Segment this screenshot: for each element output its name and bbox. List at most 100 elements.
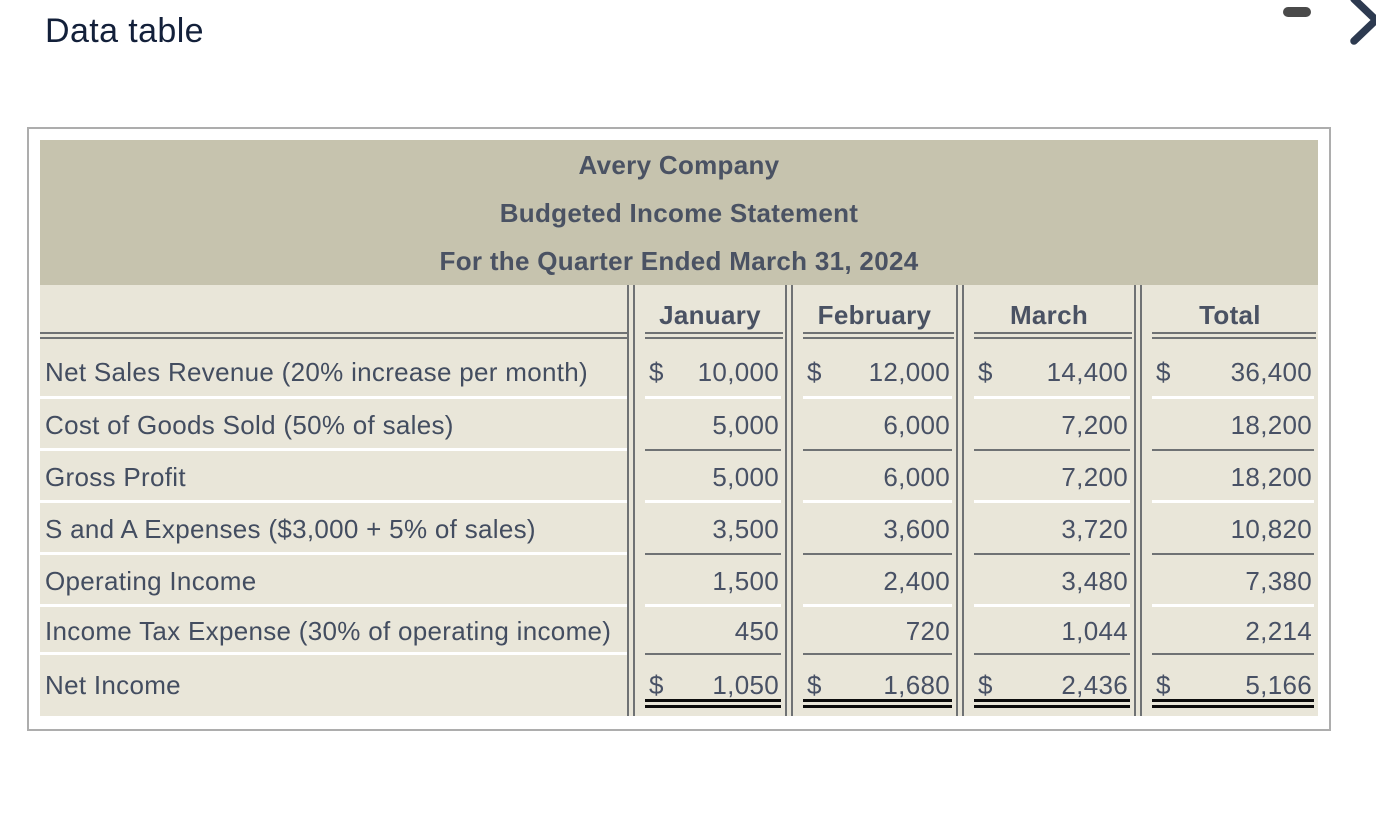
column-separator	[627, 451, 635, 503]
column-separator	[1134, 399, 1142, 451]
column-header-january: January	[635, 285, 785, 345]
data-table-panel: Avery Company Budgeted Income Statement …	[27, 127, 1331, 731]
column-separator	[785, 607, 793, 655]
value-cell-total-cost-of-goods-sold-50-of-sales: 18,200	[1142, 399, 1318, 451]
row-label-gross-profit: Gross Profit	[40, 451, 627, 503]
value-amount: 3,720	[1061, 513, 1128, 544]
row-label-operating-income: Operating Income	[40, 555, 627, 607]
value-cell-january-net-sales-revenue-20-increase-per-month: $10,000	[635, 345, 785, 399]
currency-symbol: $	[807, 670, 822, 700]
column-header-march: March	[964, 285, 1134, 345]
value-amount: 6,000	[883, 461, 950, 492]
value-amount: 1,050	[712, 670, 779, 700]
value-cell-february-operating-income: 2,400	[793, 555, 956, 607]
currency-symbol: $	[807, 356, 822, 387]
row-label-text: Cost of Goods Sold (50% of sales)	[45, 409, 454, 440]
value-cell-january-s-and-a-expenses-3-000-5-of-sales: 3,500	[635, 503, 785, 555]
column-separator	[1134, 503, 1142, 555]
value-cell-march-gross-profit: 7,200	[964, 451, 1134, 503]
row-label-text: Operating Income	[45, 565, 257, 596]
column-separator	[627, 555, 635, 607]
page-title: Data table	[45, 12, 204, 50]
value-amount: 10,820	[1230, 513, 1312, 544]
column-separator	[627, 503, 635, 555]
column-separator	[627, 285, 635, 345]
value-cell-total-gross-profit: 18,200	[1142, 451, 1318, 503]
column-separator	[627, 345, 635, 399]
column-separator	[1134, 555, 1142, 607]
currency-symbol: $	[1156, 356, 1171, 387]
value-amount: 3,500	[712, 513, 779, 544]
value-amount: 36,400	[1230, 356, 1312, 387]
value-amount: 7,200	[1061, 409, 1128, 440]
value-cell-march-s-and-a-expenses-3-000-5-of-sales: 3,720	[964, 503, 1134, 555]
currency-symbol: $	[1156, 670, 1171, 700]
value-cell-march-cost-of-goods-sold-50-of-sales: 7,200	[964, 399, 1134, 451]
value-amount: 2,436	[1061, 670, 1128, 700]
value-cell-january-operating-income: 1,500	[635, 555, 785, 607]
column-separator	[785, 503, 793, 555]
column-separator	[1134, 285, 1142, 345]
column-header-blank	[40, 285, 627, 345]
value-cell-february-net-income: $1,680	[793, 655, 956, 716]
row-label-text: S and A Expenses ($3,000 + 5% of sales)	[45, 513, 536, 544]
value-amount: 6,000	[883, 409, 950, 440]
value-amount: 5,000	[712, 409, 779, 440]
column-header-total: Total	[1142, 285, 1318, 345]
column-separator	[956, 285, 964, 345]
statement-period: For the Quarter Ended March 31, 2024	[439, 245, 919, 276]
column-separator	[956, 503, 964, 555]
column-separator	[785, 555, 793, 607]
currency-symbol: $	[649, 670, 664, 700]
column-separator	[1134, 655, 1142, 716]
minimize-icon[interactable]	[1283, 7, 1311, 17]
value-cell-january-net-income: $1,050	[635, 655, 785, 716]
value-amount: 2,214	[1245, 615, 1312, 646]
column-separator	[956, 451, 964, 503]
column-separator	[785, 345, 793, 399]
value-amount: 450	[734, 615, 779, 646]
value-amount: 18,200	[1230, 409, 1312, 440]
column-separator	[1134, 345, 1142, 399]
value-cell-january-income-tax-expense-30-of-operating-income: 450	[635, 607, 785, 655]
value-amount: 10,000	[697, 356, 779, 387]
value-cell-february-income-tax-expense-30-of-operating-income: 720	[793, 607, 956, 655]
value-cell-february-cost-of-goods-sold-50-of-sales: 6,000	[793, 399, 956, 451]
close-icon[interactable]	[1350, 0, 1376, 48]
value-cell-total-net-sales-revenue-20-increase-per-month: $36,400	[1142, 345, 1318, 399]
value-amount: 2,400	[883, 565, 950, 596]
value-cell-january-cost-of-goods-sold-50-of-sales: 5,000	[635, 399, 785, 451]
value-amount: 7,380	[1245, 565, 1312, 596]
row-label-cost-of-goods-sold-50-of-sales: Cost of Goods Sold (50% of sales)	[40, 399, 627, 451]
income-statement-table: Avery Company Budgeted Income Statement …	[40, 140, 1319, 716]
column-separator	[956, 655, 964, 716]
currency-symbol: $	[978, 670, 993, 700]
row-label-net-income: Net Income	[40, 655, 627, 716]
value-amount: 12,000	[868, 356, 950, 387]
value-cell-march-operating-income: 3,480	[964, 555, 1134, 607]
row-label-net-sales-revenue-20-increase-per-month: Net Sales Revenue (20% increase per mont…	[40, 345, 627, 399]
value-amount: 3,480	[1061, 565, 1128, 596]
currency-symbol: $	[978, 356, 993, 387]
value-cell-total-operating-income: 7,380	[1142, 555, 1318, 607]
value-cell-february-s-and-a-expenses-3-000-5-of-sales: 3,600	[793, 503, 956, 555]
currency-symbol: $	[649, 356, 664, 387]
column-separator	[956, 555, 964, 607]
statement-header: Avery Company Budgeted Income Statement …	[40, 140, 1318, 285]
value-cell-march-income-tax-expense-30-of-operating-income: 1,044	[964, 607, 1134, 655]
column-header-february: February	[793, 285, 956, 345]
statement-title: Budgeted Income Statement	[499, 197, 859, 228]
value-cell-march-net-sales-revenue-20-increase-per-month: $14,400	[964, 345, 1134, 399]
value-amount: 14,400	[1046, 356, 1128, 387]
value-amount: 1,680	[883, 670, 950, 700]
value-cell-february-net-sales-revenue-20-increase-per-month: $12,000	[793, 345, 956, 399]
column-separator	[956, 607, 964, 655]
column-separator	[785, 451, 793, 503]
column-separator	[956, 345, 964, 399]
value-amount: 1,044	[1061, 615, 1128, 646]
value-amount: 5,166	[1245, 670, 1312, 700]
company-name: Avery Company	[578, 149, 780, 180]
value-amount: 5,000	[712, 461, 779, 492]
row-label-text: Gross Profit	[45, 461, 186, 492]
value-amount: 720	[905, 615, 950, 646]
